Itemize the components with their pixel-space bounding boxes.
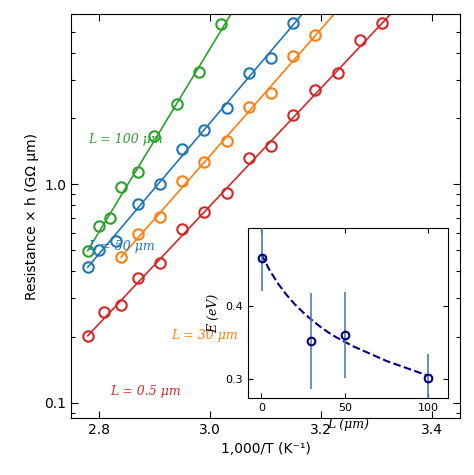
Y-axis label: Resistance × h (GΩ μm): Resistance × h (GΩ μm) [25,133,39,300]
Text: L = 50 μm: L = 50 μm [88,240,155,253]
Text: L = 30 μm: L = 30 μm [171,329,238,342]
Text: L = 0.5 μm: L = 0.5 μm [110,385,181,398]
X-axis label: 1,000/Τ (K⁻¹): 1,000/Τ (K⁻¹) [220,442,310,456]
Text: L = 100 μm: L = 100 μm [88,133,163,146]
